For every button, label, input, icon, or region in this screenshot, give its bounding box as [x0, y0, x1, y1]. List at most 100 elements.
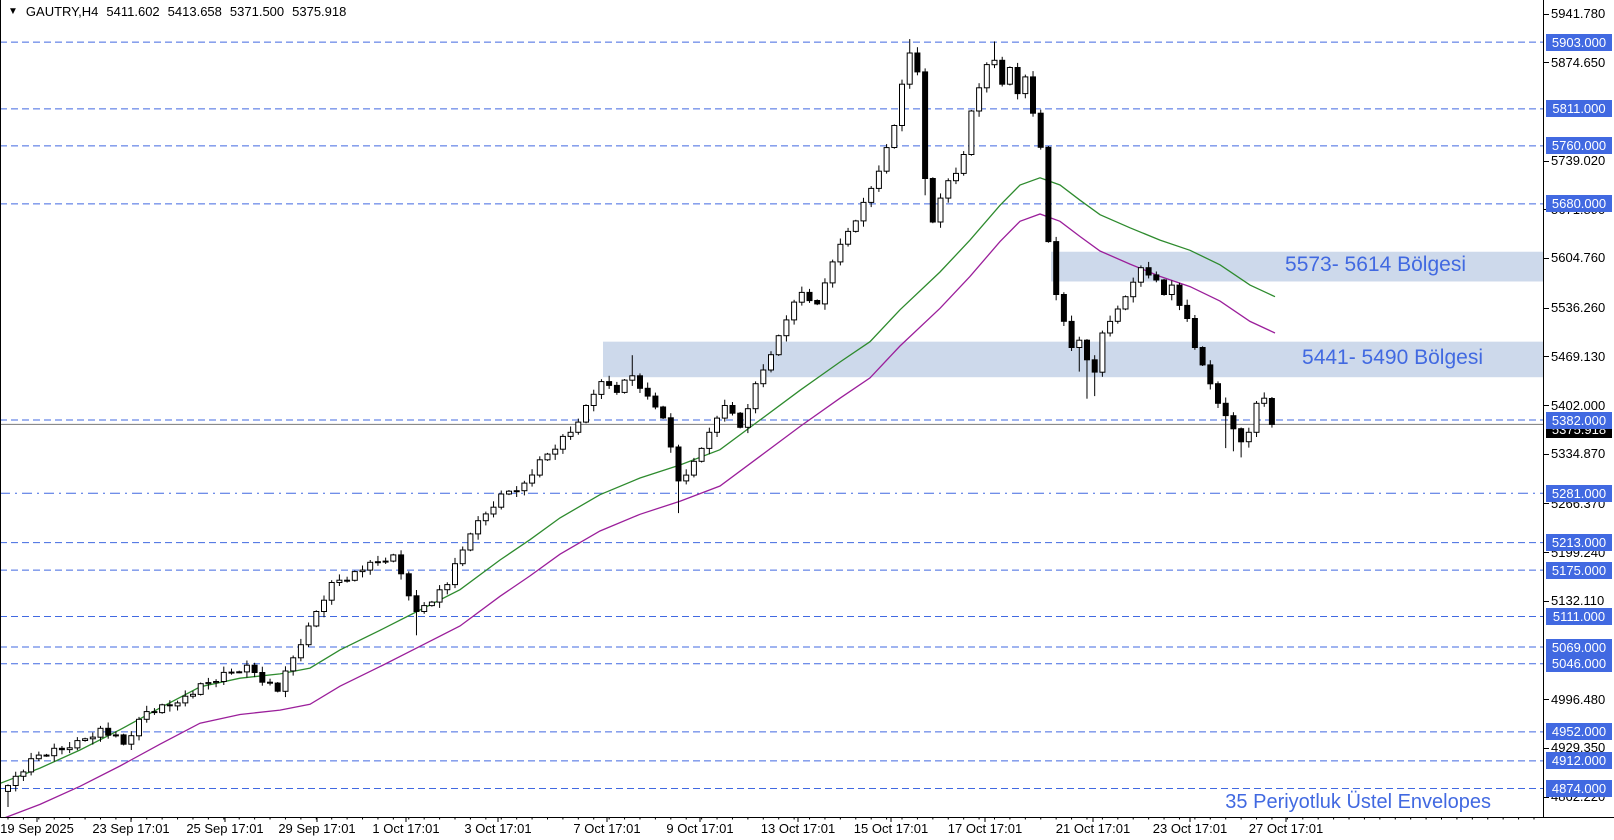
- candle[interactable]: [1268, 397, 1275, 428]
- candle[interactable]: [482, 511, 489, 526]
- candle[interactable]: [660, 405, 667, 419]
- candle[interactable]: [575, 418, 582, 435]
- candle[interactable]: [945, 178, 952, 203]
- candle[interactable]: [475, 516, 482, 540]
- candle[interactable]: [1053, 236, 1060, 301]
- candle[interactable]: [305, 622, 312, 648]
- candle[interactable]: [960, 151, 967, 176]
- candle[interactable]: [1222, 397, 1229, 449]
- candle[interactable]: [791, 299, 798, 325]
- candle[interactable]: [775, 334, 782, 356]
- candle[interactable]: [891, 124, 898, 149]
- candle[interactable]: [182, 690, 189, 707]
- candle[interactable]: [683, 469, 690, 485]
- candle[interactable]: [1114, 305, 1121, 324]
- candle[interactable]: [976, 83, 983, 117]
- candle[interactable]: [444, 582, 451, 595]
- candle[interactable]: [1161, 278, 1167, 296]
- candle[interactable]: [1215, 381, 1221, 408]
- candle[interactable]: [906, 39, 913, 89]
- candle[interactable]: [213, 679, 220, 688]
- candle[interactable]: [953, 167, 959, 185]
- candle[interactable]: [351, 570, 358, 582]
- candle[interactable]: [1253, 401, 1260, 437]
- candle[interactable]: [706, 427, 713, 455]
- candle[interactable]: [428, 600, 435, 607]
- candle[interactable]: [328, 580, 335, 605]
- candle[interactable]: [382, 557, 389, 564]
- candle[interactable]: [1045, 146, 1052, 243]
- candle[interactable]: [128, 731, 135, 750]
- candle[interactable]: [875, 165, 882, 192]
- candle[interactable]: [1176, 282, 1183, 311]
- candle[interactable]: [513, 486, 520, 497]
- candle[interactable]: [220, 666, 227, 685]
- candle[interactable]: [506, 490, 512, 496]
- time-axis[interactable]: 19 Sep 2025 23 Sep 17:01 25 Sep 17:01 29 Se…: [0, 818, 1614, 840]
- candle[interactable]: [459, 546, 466, 567]
- candle[interactable]: [1068, 315, 1075, 351]
- candle[interactable]: [452, 557, 458, 589]
- candle[interactable]: [1060, 292, 1067, 326]
- candle[interactable]: [1122, 295, 1129, 311]
- candle[interactable]: [760, 364, 767, 388]
- candle[interactable]: [544, 452, 551, 461]
- candle[interactable]: [490, 501, 497, 518]
- candle[interactable]: [644, 382, 651, 400]
- candle[interactable]: [1030, 71, 1036, 117]
- candle[interactable]: [606, 375, 613, 389]
- candle[interactable]: [690, 457, 697, 478]
- candle[interactable]: [1238, 427, 1245, 458]
- candle[interactable]: [783, 315, 790, 342]
- candle[interactable]: [837, 238, 844, 266]
- candle[interactable]: [675, 444, 682, 514]
- candle[interactable]: [51, 743, 58, 762]
- candle[interactable]: [120, 733, 127, 746]
- candle[interactable]: [583, 404, 589, 424]
- candle[interactable]: [552, 444, 559, 460]
- candle[interactable]: [498, 490, 505, 510]
- candle[interactable]: [868, 186, 875, 208]
- candle[interactable]: [28, 752, 35, 776]
- candle[interactable]: [267, 678, 273, 686]
- candle[interactable]: [405, 571, 412, 601]
- candle[interactable]: [143, 705, 150, 723]
- candle[interactable]: [521, 480, 528, 496]
- candle[interactable]: [860, 197, 867, 227]
- candle[interactable]: [1022, 74, 1029, 99]
- candle[interactable]: [883, 144, 890, 174]
- candle[interactable]: [698, 447, 705, 463]
- candle[interactable]: [852, 219, 859, 233]
- candle[interactable]: [567, 426, 574, 440]
- candle[interactable]: [914, 47, 921, 76]
- candle[interactable]: [1091, 355, 1098, 397]
- candle[interactable]: [821, 278, 828, 310]
- candle[interactable]: [922, 68, 929, 196]
- candle[interactable]: [1261, 392, 1268, 407]
- candle[interactable]: [151, 708, 158, 715]
- candle[interactable]: [1191, 315, 1198, 350]
- candle[interactable]: [737, 412, 744, 429]
- candle[interactable]: [467, 532, 474, 552]
- candle[interactable]: [991, 41, 998, 69]
- candle[interactable]: [621, 379, 628, 394]
- candle[interactable]: [629, 355, 636, 386]
- candle[interactable]: [1006, 66, 1013, 86]
- candle[interactable]: [1207, 360, 1214, 390]
- candle[interactable]: [74, 737, 81, 751]
- candle[interactable]: [768, 351, 774, 373]
- candle[interactable]: [1230, 412, 1237, 452]
- candle[interactable]: [436, 585, 443, 608]
- candle[interactable]: [344, 576, 351, 583]
- candle[interactable]: [1168, 280, 1175, 301]
- candle[interactable]: [35, 751, 42, 761]
- candle[interactable]: [251, 662, 258, 678]
- candle[interactable]: [1076, 336, 1083, 372]
- candle[interactable]: [714, 415, 720, 437]
- candle[interactable]: [814, 299, 821, 306]
- candle[interactable]: [744, 404, 751, 434]
- candle[interactable]: [297, 638, 304, 662]
- candle[interactable]: [613, 381, 620, 395]
- candle[interactable]: [529, 469, 536, 487]
